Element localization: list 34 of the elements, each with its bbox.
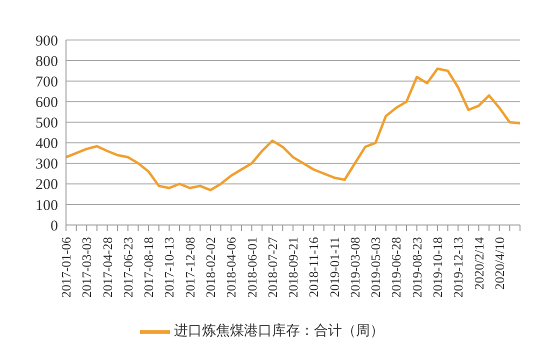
x-tick-label: 2019-05-03 — [368, 237, 384, 298]
y-tick-label: 100 — [36, 198, 58, 214]
x-tick-label: 2020/4/10 — [492, 237, 507, 290]
x-tick-label: 2017-01-06 — [58, 236, 74, 298]
x-tick-label: 2019-12-13 — [450, 237, 466, 298]
x-tick-label: 2017-03-03 — [79, 237, 94, 298]
x-tick-label: 2019-08-23 — [409, 237, 424, 298]
y-tick-label: 900 — [36, 33, 58, 50]
x-tick-label: 2020/2/14 — [471, 236, 486, 290]
y-tick-label: 700 — [36, 74, 58, 90]
x-tick-label: 2017-12-08 — [182, 237, 198, 298]
y-tick-label: 800 — [36, 54, 58, 70]
x-tick-label: 2018-09-21 — [286, 237, 301, 298]
x-tick-label: 2019-10-18 — [430, 237, 446, 298]
line-series — [64, 68, 522, 192]
x-tick-label: 2017-06-23 — [120, 237, 136, 298]
x-tick-label: 2018-02-02 — [203, 237, 218, 298]
y-tick-label: 300 — [36, 156, 58, 173]
x-tick-label: 2019-06-28 — [388, 237, 404, 298]
y-tick-label: 400 — [36, 136, 58, 152]
x-tick-label: 2019-03-08 — [347, 237, 362, 298]
x-tick-label: 2019-01-11 — [326, 237, 342, 298]
y-tick-label: 200 — [36, 177, 58, 194]
x-tick-label: 2017-08-18 — [141, 237, 156, 298]
x-tick-label: 2018-06-01 — [244, 237, 260, 298]
y-tick-label: 500 — [36, 116, 58, 132]
x-tick-label: 2018-07-27 — [264, 236, 280, 298]
x-tick-label: 2018-04-06 — [224, 236, 239, 298]
x-tick-label: 2017-04-28 — [100, 237, 115, 298]
legend-label: 进口炼焦煤港口库存：合计（周） — [174, 324, 384, 340]
x-tick-label: 2017-10-13 — [162, 237, 177, 298]
x-tick-label: 2018-11-16 — [306, 236, 322, 298]
y-tick-label: 600 — [36, 94, 58, 111]
y-tick-label: 0 — [50, 218, 58, 234]
